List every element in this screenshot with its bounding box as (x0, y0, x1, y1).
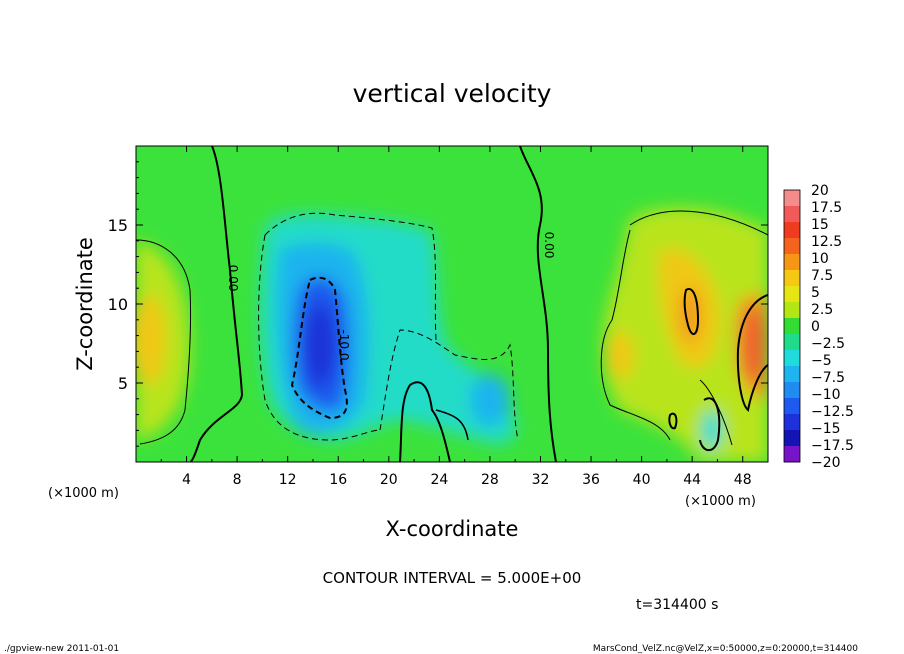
colorbar-swatch (784, 270, 800, 287)
colorbar-label: −2.5 (811, 336, 845, 352)
colorbar-label: −10 (811, 387, 841, 403)
contour-label-middle: 0.00 (542, 232, 556, 259)
zero-contour-right (699, 397, 721, 452)
colorbar-label: −17.5 (811, 438, 854, 454)
footer-left: ./gpview-new 2011-01-01 (4, 644, 119, 654)
x-tick-label: 44 (683, 472, 701, 488)
updraft-39 (606, 331, 634, 379)
x-unit-left: (×1000 m) (48, 486, 119, 501)
colorbar-label: 15 (811, 217, 829, 233)
colorbar: 2017.51512.5107.552.50−2.5−5−7.5−10−12.5… (783, 183, 854, 471)
zero-contour-left (189, 146, 244, 462)
colorbar-label: 2.5 (811, 302, 833, 318)
x-tick-label: 20 (380, 472, 398, 488)
right-edge-core (738, 307, 766, 383)
x-tick-label: 12 (279, 472, 297, 488)
footer-right: MarsCond_VelZ.nc@VelZ,x=0:50000,z=0:2000… (593, 644, 858, 654)
colorbar-label: 7.5 (811, 268, 833, 284)
colorbar-swatch (784, 430, 800, 447)
colorbar-swatch (784, 302, 800, 319)
y-axis-label: Z-coordinate (73, 237, 97, 371)
colorbar-swatch (784, 414, 800, 431)
colorbar-swatch (784, 398, 800, 415)
colorbar-swatch (784, 318, 800, 335)
colorbar-swatch (784, 190, 800, 207)
x-tick-label: 32 (532, 472, 550, 488)
zero-contour-bump (399, 381, 451, 462)
contour-plus10-b (736, 294, 768, 412)
contour-plus5-top (629, 210, 768, 236)
y-axis-ticks: 5 10 15 (108, 161, 768, 447)
contour-label-downdraft: -10.0 (337, 329, 351, 360)
x-tick-label: 28 (481, 472, 499, 488)
contour-left-updraft (136, 239, 192, 445)
x-tick-label: 16 (329, 472, 347, 488)
y-tick-label: 5 (118, 374, 128, 393)
contour-interval-text: CONTOUR INTERVAL = 5.000E+00 (323, 569, 582, 587)
contour-plus10-c (668, 412, 678, 430)
left-updraft-core (136, 295, 166, 385)
colorbar-swatch (784, 350, 800, 367)
contour-minus5-bottom (258, 234, 381, 441)
colorbar-label: −12.5 (811, 404, 854, 420)
downdraft-peak (304, 303, 336, 387)
x-tick-label: 36 (582, 472, 600, 488)
contour-plus5-left (600, 229, 671, 441)
x-axis-ticks: 4 8 12 16 20 24 28 32 36 40 44 48 (160, 146, 752, 488)
contours (136, 146, 768, 462)
colorbar-label: 5 (811, 285, 820, 301)
x-tick-label: 40 (633, 472, 651, 488)
colorbar-label: −5 (811, 353, 832, 369)
contour-minus5-right (379, 329, 519, 441)
x-unit-right: (×1000 m) (685, 494, 756, 509)
contour-minus10 (290, 276, 348, 420)
zero-contour-minor (435, 409, 469, 441)
colorbar-swatch (784, 382, 800, 399)
colorbar-label: 17.5 (811, 200, 842, 216)
colorbar-label: 12.5 (811, 234, 842, 250)
contour-label-left: 0.00 (226, 265, 240, 292)
colorbar-label: 0 (811, 319, 820, 335)
contour-minus5-top (264, 212, 437, 341)
y-tick-label: 10 (108, 295, 128, 314)
colorbar-frame (783, 189, 801, 463)
colorbar-label: 20 (811, 183, 829, 199)
colorbar-swatch (784, 254, 800, 271)
colorbar-label: −20 (811, 455, 841, 471)
colorbar-swatch (784, 222, 800, 239)
x-tick-label: 8 (233, 472, 242, 488)
colorbar-label: 10 (811, 251, 829, 267)
colorbar-swatch (784, 334, 800, 351)
colorbar-swatch (784, 286, 800, 303)
time-stamp: t=314400 s (636, 597, 718, 613)
x-tick-label: 24 (430, 472, 448, 488)
chart-title: vertical velocity (353, 79, 552, 108)
x-tick-label: 4 (182, 472, 191, 488)
colorbar-label: −7.5 (811, 370, 845, 386)
y-tick-label: 15 (108, 216, 128, 235)
x-tick-label: 48 (734, 472, 752, 488)
zero-contour-middle (519, 146, 557, 462)
colorbar-swatch (784, 238, 800, 255)
colorbar-swatch (784, 206, 800, 223)
x-axis-label: X-coordinate (386, 517, 519, 541)
colorbar-swatch (784, 366, 800, 383)
colorbar-swatch (784, 446, 800, 463)
contour-plus10-a (683, 288, 700, 335)
secondary-downdraft (470, 374, 510, 426)
colorbar-label: −15 (811, 421, 841, 437)
heatmap-field (136, 146, 768, 462)
